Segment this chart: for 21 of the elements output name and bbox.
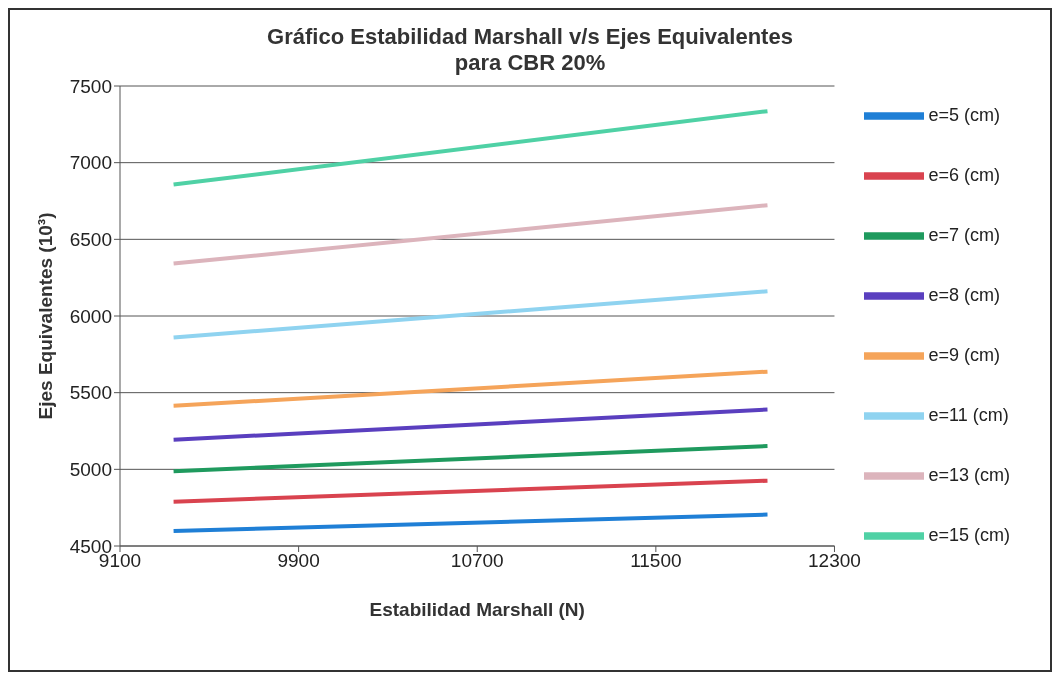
y-tick-label: 6500: [69, 229, 112, 251]
legend-label: e=8 (cm): [928, 284, 1000, 305]
x-tick-label: 10700: [450, 550, 504, 572]
x-tick-label: 12300: [808, 550, 861, 572]
legend-label: e=15 (cm): [928, 524, 1010, 545]
legend-label: e=13 (cm): [928, 464, 1010, 485]
y-axis-title: Ejes Equivalentes (10³): [35, 212, 56, 420]
y-tick-label: 7500: [69, 75, 112, 97]
y-tick-label: 5500: [69, 382, 112, 404]
legend-label: e=9 (cm): [928, 344, 1000, 365]
x-tick-label: 11500: [630, 550, 682, 572]
legend-label: e=11 (cm): [928, 404, 1009, 425]
x-tick-label: 9900: [277, 550, 320, 572]
y-tick-label: 5000: [69, 459, 112, 481]
chart-title: Gráfico Estabilidad Marshall v/s Ejes Equivalentes para CBR 20%: [266, 24, 794, 76]
y-tick-label: 6000: [69, 305, 112, 327]
x-axis-title: Estabilidad Marshall (N): [369, 599, 585, 620]
y-tick-label: 7000: [69, 152, 112, 174]
legend-label: e=6 (cm): [928, 164, 1000, 185]
legend-label: e=5 (cm): [928, 104, 1000, 125]
legend-label: e=7 (cm): [928, 224, 1000, 245]
